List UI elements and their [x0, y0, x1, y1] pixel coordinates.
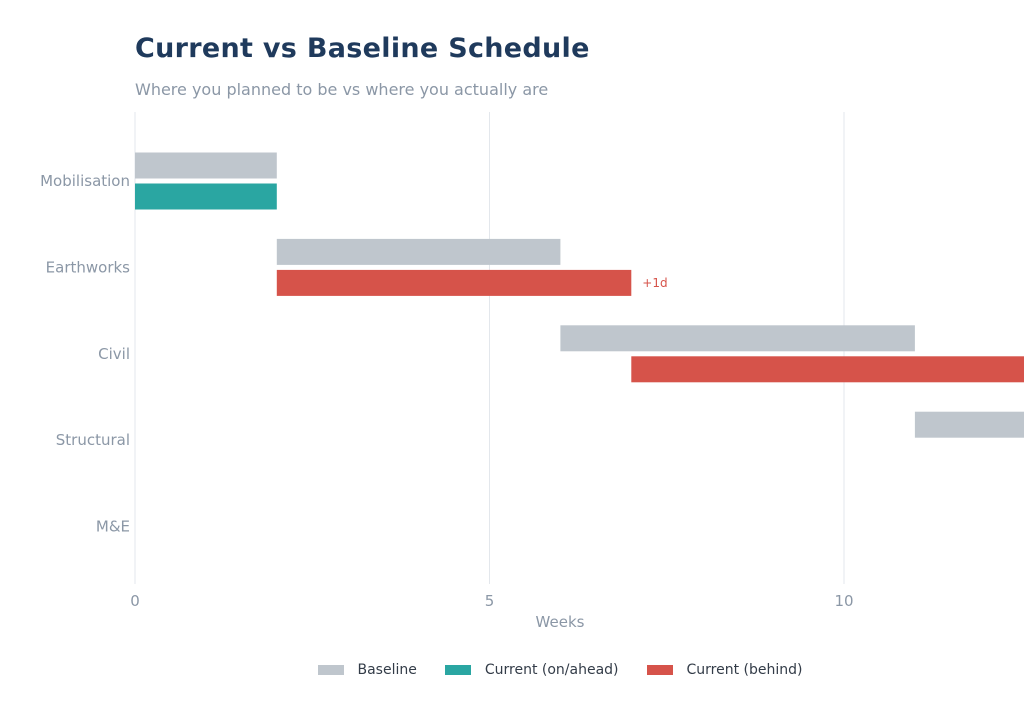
legend-item: Baseline — [317, 662, 417, 678]
chart-legend: Baseline Current (on/ahead) Current (behin… — [0, 662, 1024, 678]
current-bar — [631, 356, 1024, 383]
legend-label: Current (on/ahead) — [484, 662, 619, 678]
chart-subtitle: Where you planned to be vs where you act… — [135, 80, 549, 99]
baseline-bar — [914, 411, 1024, 438]
x-tick-label: 5 — [485, 592, 495, 610]
baseline-bar — [276, 238, 561, 265]
x-tick-label: 0 — [130, 592, 140, 610]
y-tick-label: M&E — [96, 518, 130, 536]
y-tick-label: Civil — [98, 345, 130, 363]
current-bar — [276, 269, 632, 296]
legend-swatch — [646, 665, 673, 675]
legend-swatch — [444, 665, 471, 675]
baseline-bar — [560, 325, 915, 352]
y-tick-label: Structural — [56, 431, 130, 449]
delay-label: +1d — [642, 276, 667, 290]
y-tick-label: Earthworks — [46, 258, 131, 276]
x-tick-label: 10 — [834, 592, 853, 610]
current-bar — [135, 183, 277, 210]
baseline-bar — [135, 152, 277, 179]
legend-item: Current (behind) — [646, 662, 803, 678]
legend-label: Current (behind) — [686, 662, 803, 678]
chart-title: Current vs Baseline Schedule — [135, 33, 590, 64]
x-axis-label: Weeks — [536, 613, 585, 631]
legend-item: Current (on/ahead) — [444, 662, 619, 678]
y-tick-label: Mobilisation — [40, 172, 130, 190]
legend-swatch — [317, 665, 344, 675]
legend-label: Baseline — [357, 662, 417, 678]
